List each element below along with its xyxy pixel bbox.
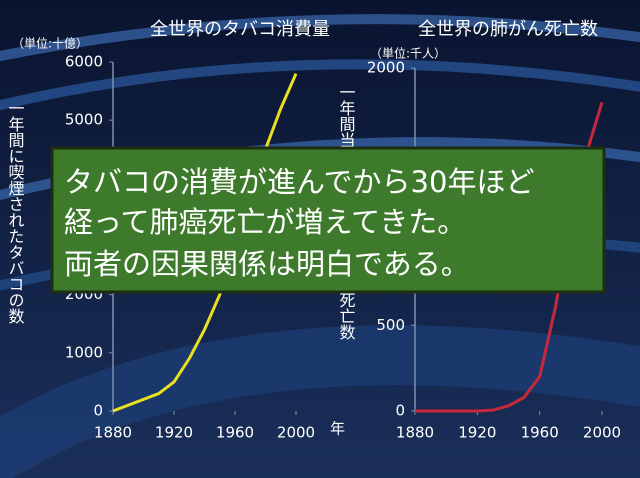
y-tick-label: 1000 [65, 343, 103, 361]
unit-label: （単位:十億） [12, 36, 88, 51]
x-tick-label: 1960 [216, 424, 254, 442]
x-axis-label: 年 [330, 420, 345, 438]
x-tick-label: 1880 [94, 424, 132, 442]
callout-line: 経って肺癌死亡が増えてきた。 [64, 205, 466, 239]
callout-line: タバコの消費が進んでから30年ほど [64, 165, 534, 199]
x-tick-label: 2000 [583, 424, 621, 442]
chart-title: 全世界の肺がん死亡数 [418, 19, 598, 40]
y-tick-label: 5000 [65, 111, 103, 129]
y-tick-label: 0 [395, 402, 405, 420]
x-tick-label: 1960 [521, 424, 559, 442]
x-tick-label: 1920 [155, 424, 193, 442]
x-tick-label: 1920 [458, 424, 496, 442]
callout-line: 両者の因果関係は明白である。 [64, 247, 470, 281]
y-tick-label: 0 [93, 402, 103, 420]
y-tick-label: 2000 [367, 59, 405, 77]
chart-title: 全世界のタバコ消費量 [150, 19, 330, 40]
x-tick-label: 1880 [396, 424, 434, 442]
x-tick-label: 2000 [277, 424, 315, 442]
y-tick-label: 500 [376, 316, 405, 334]
callout-box [50, 146, 606, 294]
y-tick-label: 6000 [65, 53, 103, 71]
callout: タバコの消費が進んでから30年ほど 経って肺癌死亡が増えてきた。 両者の因果関係… [50, 146, 606, 294]
unit-label: （単位:千人） [370, 46, 446, 61]
y-axis-label: 一年間に喫煙されたタバコの数 [6, 100, 25, 324]
